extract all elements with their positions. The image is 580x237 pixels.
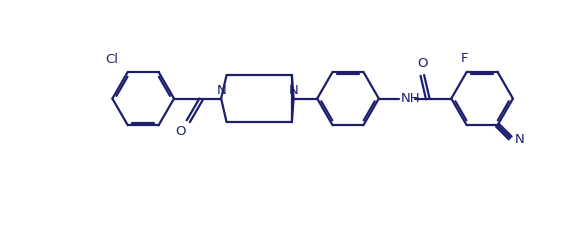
- Text: N: N: [289, 84, 299, 97]
- Text: O: O: [417, 57, 427, 70]
- Text: O: O: [175, 125, 186, 138]
- Text: N: N: [216, 84, 226, 97]
- Text: NH: NH: [401, 92, 420, 105]
- Text: N: N: [514, 133, 524, 146]
- Text: Cl: Cl: [106, 54, 119, 66]
- Text: F: F: [461, 52, 469, 65]
